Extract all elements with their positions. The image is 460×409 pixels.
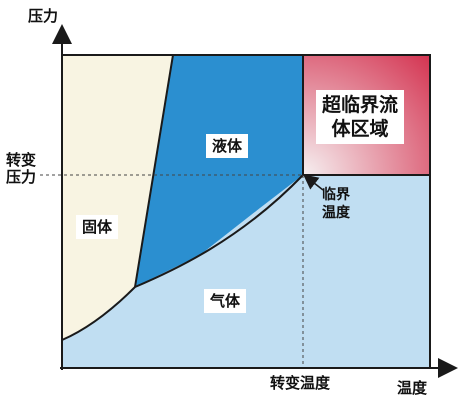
- x-axis-label: 温度: [397, 379, 428, 397]
- critical-point-arrow: [303, 174, 324, 191]
- y-axis-label: 压力: [28, 7, 59, 25]
- gas-label: 气体: [204, 289, 247, 313]
- solid-region: [62, 55, 173, 340]
- critical-point-label-line2: 温度: [322, 205, 350, 221]
- supercritical-label-line2: 体区域: [331, 118, 389, 140]
- supercritical-label-line1: 超临界流: [322, 94, 399, 116]
- solid-liquid-boundary: [134, 54, 174, 288]
- solid-label: 固体: [76, 215, 119, 239]
- supercritical-label: 超临界流 体区域: [316, 90, 405, 144]
- critical-point-label: 临界 温度: [322, 186, 350, 222]
- gas-region: [62, 175, 430, 368]
- critical-point-label-line1: 临界: [322, 187, 350, 203]
- vaporization-curve: [61, 174, 304, 341]
- liquid-region: [135, 55, 303, 287]
- transition-temperature-label: 转变温度: [270, 374, 331, 392]
- transition-pressure-line1: 转变: [6, 151, 37, 169]
- transition-pressure-line2: 压力: [6, 168, 37, 186]
- liquid-label: 液体: [206, 134, 249, 158]
- transition-pressure-label: 转变 压力: [6, 152, 36, 186]
